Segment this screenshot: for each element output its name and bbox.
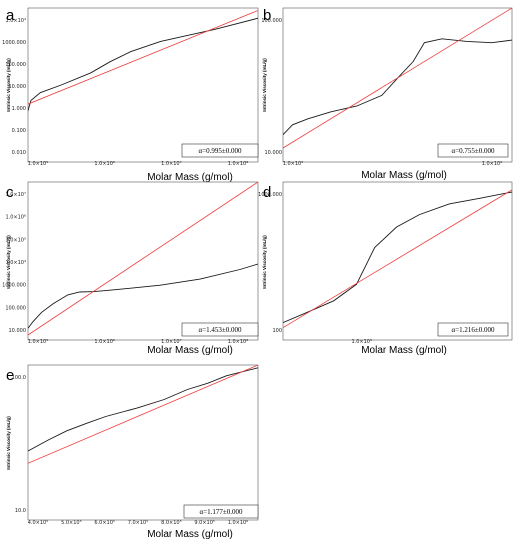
y-tick-label: 0.010	[12, 150, 26, 156]
x-tick-label: 1.0×10⁸	[228, 161, 249, 167]
x-tick-label: 1.0×10⁵	[28, 161, 49, 167]
y-tick-label: 1.0×10⁴	[5, 18, 26, 24]
fit-line	[28, 365, 258, 464]
y-tick-label: 100.000	[5, 62, 26, 68]
alpha-box	[183, 504, 259, 519]
plot-frame	[282, 7, 513, 163]
panel-d: d Intrinsic Viscosity (mL/g) Molar Mass (g…	[258, 181, 513, 356]
y-axis-title: Intrinsic Viscosity (mL/g)	[6, 58, 11, 112]
x-tick-label: 1.0×10⁵	[28, 339, 49, 345]
panel-e: e Intrinsic Viscosity (mL/g) Molar Mass (g…	[6, 364, 259, 540]
panel-a: a Intrinsic Viscosity (mL/g) Molar Mass (g…	[2, 7, 259, 183]
panel-c: c Intrinsic Viscosity (mL/g) Molar Mass (g…	[2, 181, 259, 356]
y-tick-label: 10.000	[9, 84, 27, 90]
alpha-label: α=0.755±0.000	[452, 147, 495, 155]
x-tick-label: 1.0×10⁶	[94, 339, 115, 345]
panel-letter: b	[263, 7, 271, 24]
alpha-label: α=1.177±0.000	[200, 508, 243, 516]
y-tick-label: 100.000	[5, 305, 26, 311]
panel-letter: c	[6, 184, 14, 201]
y-axis-title: Intrinsic Viscosity (mL/g)	[262, 235, 267, 289]
y-tick-label: 1.0×10⁴	[5, 260, 26, 266]
fit-line	[283, 189, 512, 329]
y-tick-label: 100.0	[12, 375, 26, 381]
y-tick-label: 10.0	[15, 508, 26, 514]
x-tick-label: 1.0×10⁶	[94, 161, 115, 167]
fit-line	[28, 182, 258, 336]
data-line	[28, 367, 258, 452]
plot-frame	[282, 181, 513, 341]
y-tick-label: 10.000	[265, 150, 283, 156]
y-tick-label: 1.000	[12, 106, 26, 112]
y-tick-label: 1.0×10⁷	[5, 192, 26, 198]
alpha-box	[437, 322, 509, 337]
alpha-label: α=1.216±0.000	[452, 326, 495, 334]
x-tick-label: 1.0×10⁵	[283, 161, 304, 167]
x-tick-label: 7.0×10⁵	[128, 520, 149, 526]
y-tick-label: 1000.000	[258, 192, 282, 198]
x-tick-label: 1.0×10⁶	[228, 520, 249, 526]
x-tick-label: 4.0×10⁵	[28, 520, 49, 526]
y-tick-label: 10.000	[9, 328, 27, 334]
panel-letter: d	[263, 184, 271, 201]
plot-frame	[27, 364, 259, 521]
x-tick-label: 1.0×10⁷	[161, 339, 182, 345]
x-axis-title: Molar Mass (g/mol)	[361, 345, 447, 356]
plot-frame	[27, 7, 259, 163]
alpha-box	[437, 143, 509, 158]
y-tick-label: 1.0×10⁵	[5, 237, 26, 243]
data-line	[28, 263, 258, 329]
data-line	[283, 191, 512, 324]
x-axis-title: Molar Mass (g/mol)	[147, 529, 233, 540]
panel-letter: e	[6, 367, 14, 384]
y-tick-label: 100.000	[261, 18, 282, 24]
x-axis-title: Molar Mass (g/mol)	[361, 170, 447, 181]
x-tick-label: 9.0×10⁵	[194, 520, 215, 526]
plot-frame	[27, 181, 259, 341]
x-tick-label: 1.0×10⁸	[228, 339, 249, 345]
y-tick-label: 0.100	[12, 128, 26, 134]
alpha-label: α=1.453±0.000	[199, 326, 242, 334]
y-axis-title: Intrinsic Viscosity (mL/g)	[6, 416, 11, 470]
y-tick-label: 100	[272, 328, 282, 334]
y-tick-label: 1000.000	[2, 283, 26, 289]
alpha-box	[181, 143, 259, 158]
x-axis-title: Molar Mass (g/mol)	[147, 172, 233, 183]
x-tick-label: 6.0×10⁵	[94, 520, 115, 526]
alpha-label: α=0.995±0.000	[199, 147, 242, 155]
alpha-box	[181, 322, 259, 337]
fit-line	[283, 8, 512, 149]
fit-line	[28, 10, 258, 105]
y-axis-title: Intrinsic Viscosity (mL/g)	[262, 58, 267, 112]
y-tick-label: 1000.000	[2, 40, 26, 46]
y-axis-title: Intrinsic Viscosity (mL/g)	[6, 235, 11, 289]
x-tick-label: 8.0×10⁵	[161, 520, 182, 526]
panel-letter: a	[6, 7, 15, 24]
data-line	[28, 17, 258, 111]
y-tick-label: 1.0×10⁶	[5, 215, 26, 221]
panel-b: b Intrinsic Viscosity (mL/g) Molar Mass (g…	[261, 7, 513, 181]
x-tick-label: 1.0×10⁷	[161, 161, 182, 167]
data-line	[283, 38, 512, 136]
x-tick-label: 1.0×10⁵	[351, 339, 372, 345]
x-tick-label: 1.0×10⁶	[482, 161, 503, 167]
x-axis-title: Molar Mass (g/mol)	[147, 345, 233, 356]
x-tick-label: 5.0×10⁵	[61, 520, 82, 526]
